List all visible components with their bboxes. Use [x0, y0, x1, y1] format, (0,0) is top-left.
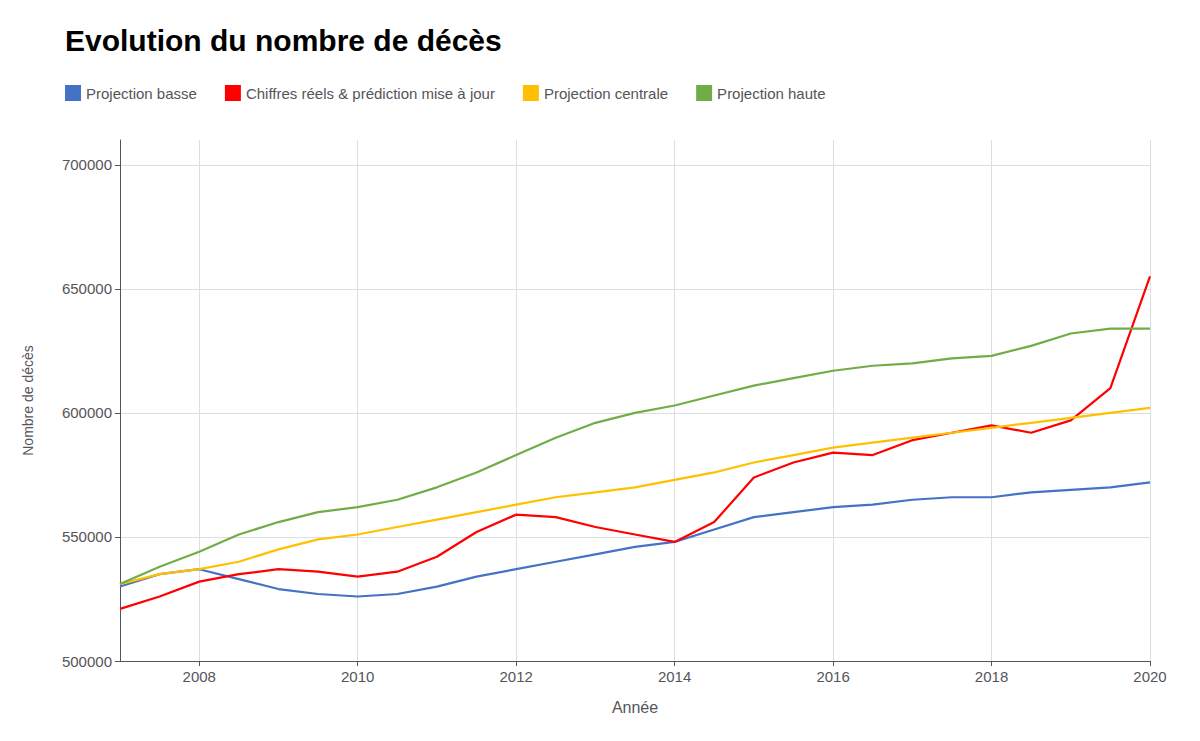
svg-text:Projection centrale: Projection centrale — [544, 85, 668, 102]
svg-text:2020: 2020 — [1133, 668, 1166, 685]
svg-text:Projection basse: Projection basse — [86, 85, 197, 102]
svg-text:600000: 600000 — [62, 404, 112, 421]
svg-text:500000: 500000 — [62, 653, 112, 670]
svg-text:2008: 2008 — [183, 668, 216, 685]
svg-text:2012: 2012 — [499, 668, 532, 685]
svg-text:2014: 2014 — [658, 668, 691, 685]
svg-text:Chiffres réels & prédiction mi: Chiffres réels & prédiction mise à jour — [246, 85, 495, 102]
svg-text:Nombre de décès: Nombre de décès — [20, 345, 36, 456]
svg-text:650000: 650000 — [62, 280, 112, 297]
svg-text:2016: 2016 — [816, 668, 849, 685]
svg-text:Année: Année — [612, 699, 658, 716]
svg-text:2010: 2010 — [341, 668, 374, 685]
svg-text:Projection haute: Projection haute — [717, 85, 825, 102]
svg-text:2018: 2018 — [975, 668, 1008, 685]
svg-text:Evolution du nombre de décès: Evolution du nombre de décès — [65, 24, 502, 57]
svg-text:700000: 700000 — [62, 156, 112, 173]
svg-text:550000: 550000 — [62, 528, 112, 545]
